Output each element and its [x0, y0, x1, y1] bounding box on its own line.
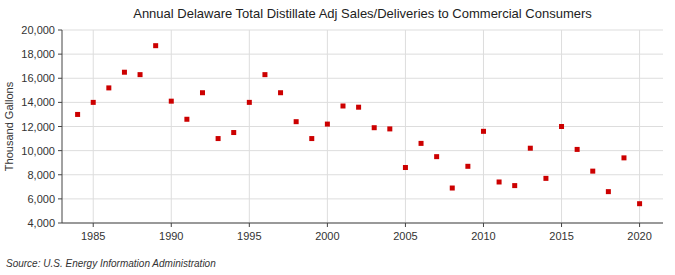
x-tick-label: 2020	[627, 230, 651, 242]
y-tick	[58, 54, 62, 55]
point	[465, 164, 470, 169]
point	[372, 125, 377, 130]
grid-line-x	[171, 30, 172, 223]
point	[637, 201, 642, 206]
y-tick	[58, 30, 62, 31]
point	[169, 99, 174, 104]
point	[247, 100, 252, 105]
point	[309, 136, 314, 141]
point	[450, 186, 455, 191]
y-tick-label: 6,000	[27, 193, 55, 205]
grid-line-x	[639, 30, 640, 223]
x-tick-label: 1995	[237, 230, 261, 242]
y-tick	[58, 126, 62, 127]
point	[606, 189, 611, 194]
grid-line-y	[62, 223, 663, 224]
y-tick-label: 4,000	[27, 217, 55, 229]
point	[200, 90, 205, 95]
y-tick-label: 8,000	[27, 169, 55, 181]
x-tick	[327, 223, 328, 227]
point	[294, 119, 299, 124]
y-tick-label: 10,000	[21, 145, 55, 157]
grid-line-x	[93, 30, 94, 223]
grid-line-y	[62, 54, 663, 55]
y-tick-label: 20,000	[21, 24, 55, 36]
x-tick	[249, 223, 250, 227]
y-tick	[58, 78, 62, 79]
x-tick-label: 1990	[159, 230, 183, 242]
point	[543, 176, 548, 181]
point	[184, 117, 189, 122]
grid-line-y	[62, 174, 663, 175]
point	[481, 129, 486, 134]
x-tick	[171, 223, 172, 227]
point	[356, 105, 361, 110]
title: Annual Delaware Total Distillate Adj Sal…	[133, 6, 592, 21]
x-tick	[405, 223, 406, 227]
point	[231, 130, 236, 135]
y-tick	[58, 150, 62, 151]
grid-line-y	[62, 150, 663, 151]
y-tick	[58, 174, 62, 175]
y-tick-label: 12,000	[21, 121, 55, 133]
point	[387, 126, 392, 131]
point	[262, 72, 267, 77]
grid-line-y	[62, 30, 663, 31]
point	[91, 100, 96, 105]
point	[621, 155, 626, 160]
y-tick	[58, 198, 62, 199]
x-tick-label: 2000	[315, 230, 339, 242]
y-tick-label: 14,000	[21, 96, 55, 108]
point	[497, 179, 502, 184]
chart-container: 4,000 6,000 8,000 10,000 12,000 14,000 16,000 1…	[0, 0, 675, 275]
point	[590, 169, 595, 174]
x-tick-label: 2005	[393, 230, 417, 242]
point	[403, 165, 408, 170]
grid-line-y	[62, 78, 663, 79]
y-tick-label: 16,000	[21, 72, 55, 84]
point	[434, 154, 439, 159]
y-axis-label: Thousand Gallons	[3, 81, 15, 171]
point	[528, 146, 533, 151]
grid-line-y	[62, 126, 663, 127]
x-tick	[93, 223, 94, 227]
x-tick-label: 2010	[471, 230, 495, 242]
y-tick-label: 18,000	[21, 48, 55, 60]
y-tick	[58, 223, 62, 224]
point	[153, 43, 158, 48]
grid-line-x	[483, 30, 484, 223]
grid-line-x	[249, 30, 250, 223]
grid-line-y	[62, 198, 663, 199]
y-tick	[58, 102, 62, 103]
points	[75, 43, 642, 206]
grid	[62, 30, 663, 223]
point	[216, 136, 221, 141]
point	[419, 141, 424, 146]
point	[75, 112, 80, 117]
point	[559, 124, 564, 129]
grid-line-y	[62, 102, 663, 103]
point	[340, 103, 345, 108]
grid-line-x	[405, 30, 406, 223]
point	[325, 122, 330, 127]
x-tick	[561, 223, 562, 227]
point	[122, 70, 127, 75]
chart-svg: 4,000 6,000 8,000 10,000 12,000 14,000 16,000 1…	[0, 0, 675, 275]
x-tick-label: 2015	[549, 230, 573, 242]
x-tick-label: 1985	[81, 230, 105, 242]
x-tick	[483, 223, 484, 227]
point	[278, 90, 283, 95]
point	[106, 85, 111, 90]
point	[138, 72, 143, 77]
x-tick	[639, 223, 640, 227]
source-note: Source: U.S. Energy Information Administ…	[6, 258, 216, 269]
point	[512, 183, 517, 188]
point	[575, 147, 580, 152]
x-axis-line	[62, 223, 663, 224]
